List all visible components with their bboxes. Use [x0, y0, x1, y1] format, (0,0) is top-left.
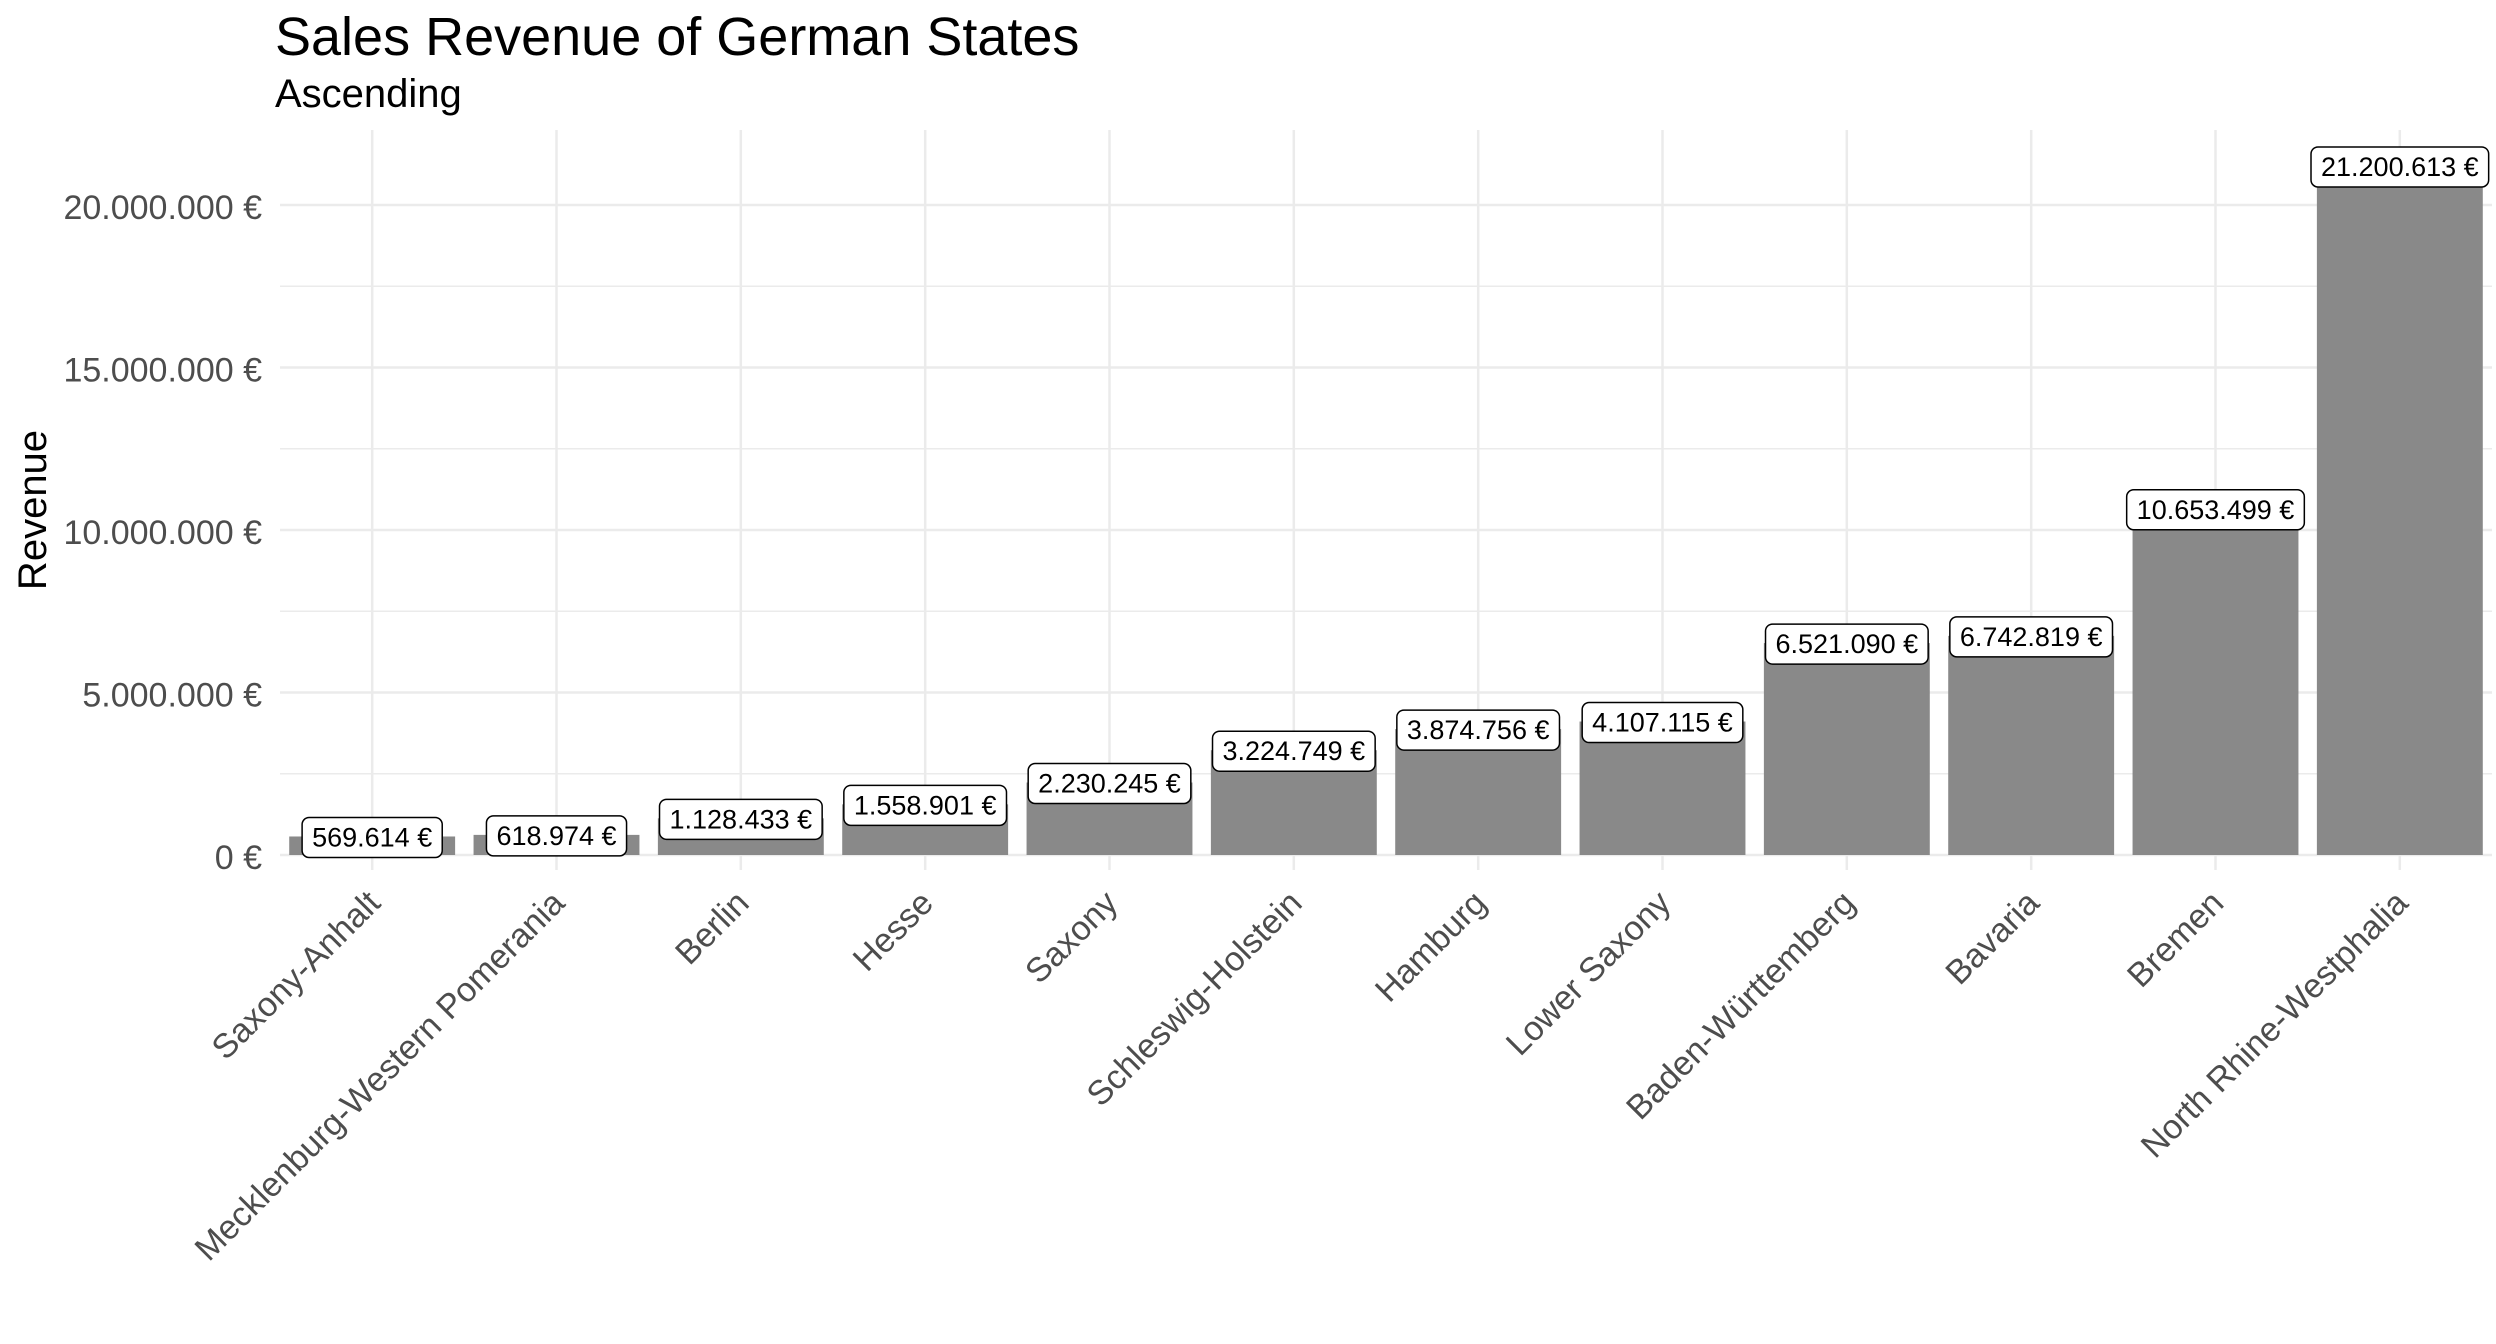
data-label: 6.521.090 € — [1764, 623, 1929, 665]
data-label-box — [843, 784, 1008, 827]
data-label: 3.874.756 € — [1396, 709, 1561, 751]
data-labels: 569.614 € 618.974 € 1.128.433 € 1.558.901 €… — [301, 146, 2490, 859]
data-label-box — [1211, 730, 1376, 772]
data-label-text: 6.521.090 € — [1776, 629, 1919, 659]
data-label: 21.200.613 € — [2310, 146, 2490, 188]
y-tick-label: 20.000.000 € — [63, 189, 262, 227]
data-label-box — [485, 815, 628, 857]
x-tick-label: Mecklenburg-Western Pomerania — [188, 884, 573, 1269]
data-label-text: 3.224.749 € — [1223, 736, 1366, 766]
data-label-box — [1764, 623, 1929, 665]
bar — [1948, 635, 2115, 855]
data-label-box — [1949, 616, 2114, 658]
data-label: 618.974 € — [485, 815, 628, 857]
data-label-text: 6.742.819 € — [1960, 622, 2103, 652]
data-label: 3.224.749 € — [1211, 730, 1376, 772]
data-label: 1.558.901 € — [843, 784, 1008, 827]
bar — [1579, 721, 1746, 855]
x-tick-label: Berlin — [668, 884, 756, 972]
chart-subtitle: Ascending — [275, 72, 462, 116]
data-label-box — [301, 816, 443, 859]
x-tick-label: Bavaria — [1938, 884, 2046, 992]
data-label-box — [658, 798, 823, 841]
data-label-text: 21.200.613 € — [2321, 152, 2479, 182]
data-label-box — [2125, 489, 2306, 531]
y-tick-label: 5.000.000 € — [82, 677, 262, 715]
bars — [289, 165, 2483, 855]
x-tick-label: Bremen — [2120, 884, 2231, 995]
data-label-text: 2.230.245 € — [1038, 769, 1181, 799]
y-tick-label: 0 € — [215, 839, 262, 877]
bar — [2132, 508, 2299, 855]
data-label: 4.107.115 € — [1581, 701, 1744, 744]
data-label-box — [1027, 762, 1192, 805]
bar — [1763, 643, 1930, 855]
data-label: 10.653.499 € — [2125, 489, 2306, 531]
data-label-box — [1581, 701, 1744, 744]
x-tick-label: Saxony — [1018, 884, 1125, 991]
x-tick-label: Hesse — [846, 884, 941, 979]
x-tick-label: Hamburg — [1368, 884, 1494, 1010]
data-label: 569.614 € — [301, 816, 443, 859]
x-tick-label: Lower Saxony — [1499, 884, 1678, 1063]
data-label-text: 1.128.433 € — [670, 804, 813, 834]
data-label-box — [2310, 146, 2490, 188]
data-label-text: 618.974 € — [496, 821, 616, 851]
data-label-text: 569.614 € — [312, 822, 432, 852]
data-label-text: 3.874.756 € — [1407, 715, 1550, 745]
y-axis: 0 € 5.000.000 € 10.000.000 € 15.000.000 € 20… — [63, 189, 262, 877]
data-label: 1.128.433 € — [658, 798, 823, 841]
y-tick-label: 10.000.000 € — [63, 514, 262, 552]
data-label-text: 10.653.499 € — [2137, 495, 2295, 525]
y-axis-title: Revenue — [11, 430, 55, 590]
chart-title: Sales Revenue of German States — [275, 7, 1080, 67]
data-label: 2.230.245 € — [1027, 762, 1192, 805]
data-label-text: 1.558.901 € — [854, 790, 997, 820]
bar — [2316, 165, 2483, 855]
data-label-box — [1396, 709, 1561, 751]
data-label: 6.742.819 € — [1949, 616, 2114, 658]
x-tick-label: Saxony-Anhalt — [205, 883, 389, 1067]
y-tick-label: 15.000.000 € — [63, 352, 262, 390]
data-label-text: 4.107.115 € — [1592, 708, 1733, 738]
